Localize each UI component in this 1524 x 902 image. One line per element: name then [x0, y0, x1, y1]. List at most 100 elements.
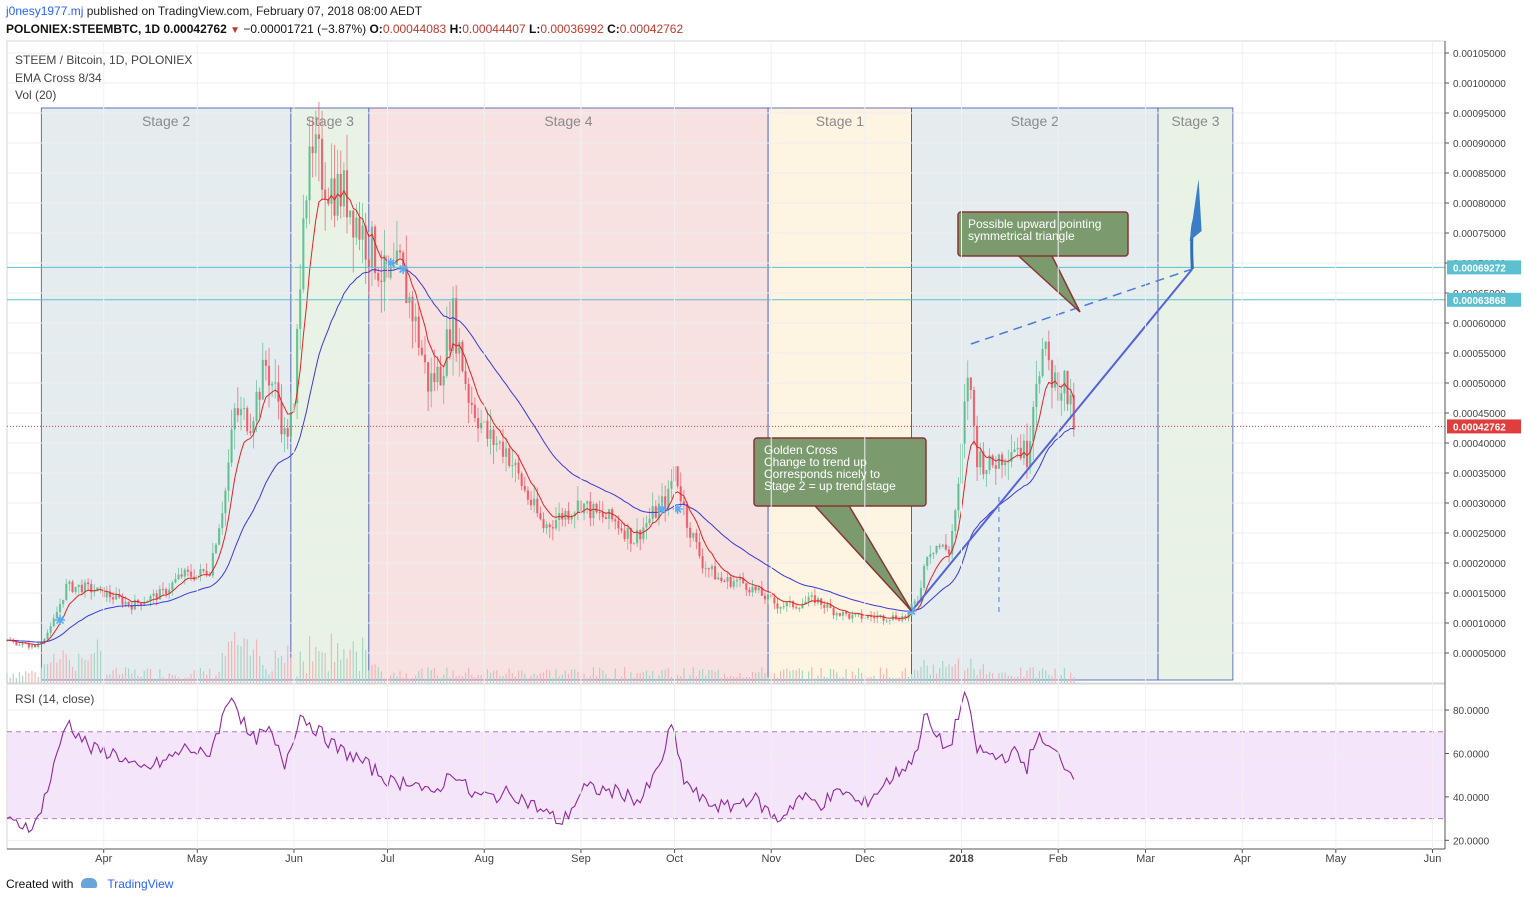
volume-bar	[280, 655, 283, 683]
stage-box-5[interactable]	[911, 107, 1159, 681]
candle-body	[501, 441, 505, 457]
candle-body	[305, 200, 308, 219]
candle-body	[168, 589, 171, 594]
candle-body	[286, 428, 289, 437]
triangle-callout-text-1: Possible upward pointing	[968, 217, 1101, 231]
tradingview-link[interactable]: TradingView	[107, 877, 174, 891]
candle-body	[233, 408, 236, 430]
author-link[interactable]: j0nesy1977.mj	[6, 4, 84, 18]
candle-body	[40, 641, 43, 644]
volume-bar	[1048, 674, 1050, 683]
candle-body	[320, 138, 324, 190]
candle-body	[785, 602, 788, 607]
candle-body	[689, 527, 692, 538]
volume-bar	[146, 668, 148, 683]
tradingview-logo-icon	[79, 878, 101, 890]
stage-box-4[interactable]	[767, 107, 912, 681]
triangle-top-line[interactable]	[970, 268, 1193, 345]
volume-bar	[602, 670, 604, 683]
symbol-label: POLONIEX:STEEMBTC, 1D	[6, 22, 161, 36]
price-tick-label: 0.00105000	[1453, 49, 1506, 60]
price-tick-label: 0.00050000	[1453, 379, 1506, 390]
candle-body	[536, 498, 539, 514]
volume-bar	[923, 659, 925, 683]
volume-bar	[156, 678, 158, 683]
time-tick-label: Nov	[761, 853, 781, 865]
volume-bar	[574, 669, 576, 683]
volume-bar	[552, 677, 554, 683]
golden-cross-callout-box[interactable]	[753, 437, 927, 507]
volume-bar	[1063, 668, 1066, 683]
volume-bar	[352, 641, 354, 683]
ema34-line[interactable]	[6, 267, 1074, 643]
candle-body	[427, 362, 430, 392]
cross-marker-icon	[657, 504, 668, 514]
volume-bar	[527, 678, 529, 683]
ema-legend[interactable]: EMA Cross 8/34	[15, 71, 102, 85]
volume-bar	[1010, 675, 1013, 683]
ema8-line[interactable]	[6, 189, 1075, 646]
series-legend[interactable]: STEEM / Bitcoin, 1D, POLONIEX	[15, 53, 193, 67]
candle-body	[27, 643, 30, 648]
golden-cross-callout-text-2: Change to trend up	[764, 455, 867, 469]
candle-body	[1004, 462, 1007, 466]
stage-box-3[interactable]	[368, 107, 769, 681]
candle-body	[854, 613, 857, 615]
candle-body	[947, 549, 951, 555]
volume-bar	[93, 652, 95, 683]
candle-body	[511, 465, 514, 467]
volume-bar	[9, 677, 11, 683]
candle-body	[520, 473, 523, 486]
volume-bar	[786, 668, 788, 683]
publish-text: published on TradingView.com, February 0…	[86, 4, 423, 18]
volume-bar	[402, 677, 404, 683]
candle-body	[180, 574, 183, 577]
candle-body	[445, 329, 448, 376]
volume-bar	[59, 659, 61, 683]
price-tick-label: 0.00045000	[1453, 409, 1506, 420]
rsi-line[interactable]	[6, 690, 1075, 834]
rsi-tick-label: 80.0000	[1453, 706, 1490, 717]
candle-body	[685, 504, 689, 528]
stage-box-6[interactable]	[1157, 107, 1234, 681]
price-tick-label: 0.00060000	[1453, 319, 1506, 330]
candle-body	[795, 607, 798, 609]
candle-body	[642, 527, 645, 540]
candle-body	[922, 566, 926, 588]
candle-body	[74, 586, 77, 592]
volume-bar	[661, 669, 663, 683]
candle-body	[567, 510, 570, 520]
candle-body	[330, 178, 333, 204]
candle-body	[202, 569, 205, 571]
rsi-legend[interactable]: RSI (14, close)	[15, 692, 95, 706]
candle-body	[570, 516, 573, 520]
volume-bar	[823, 676, 825, 683]
volume-bar	[153, 678, 155, 683]
volume-bar	[720, 677, 722, 683]
candle-body	[43, 638, 46, 642]
candle-body	[782, 606, 785, 608]
volume-bar	[652, 671, 654, 683]
candle-body	[65, 583, 68, 600]
volume-bar	[898, 677, 900, 683]
candle-body	[645, 523, 648, 528]
candle-body	[841, 611, 845, 616]
candle-body	[894, 615, 898, 620]
vol-legend[interactable]: Vol (20)	[15, 88, 57, 102]
volume-bar	[608, 677, 610, 683]
candle-body	[345, 170, 349, 218]
candle-body	[826, 603, 829, 608]
triangle-callout-box[interactable]	[957, 211, 1129, 257]
volume-bar	[143, 670, 145, 683]
volume-bar	[349, 649, 351, 683]
candle-body	[676, 466, 679, 487]
candle-body	[111, 597, 115, 600]
candle-body	[545, 524, 548, 529]
volume-bar	[564, 670, 566, 683]
volume-bar	[408, 678, 410, 683]
volume-bar	[1035, 677, 1037, 683]
volume-bar	[15, 678, 17, 683]
candle-body	[698, 542, 701, 557]
stage-box-2[interactable]	[290, 107, 370, 681]
